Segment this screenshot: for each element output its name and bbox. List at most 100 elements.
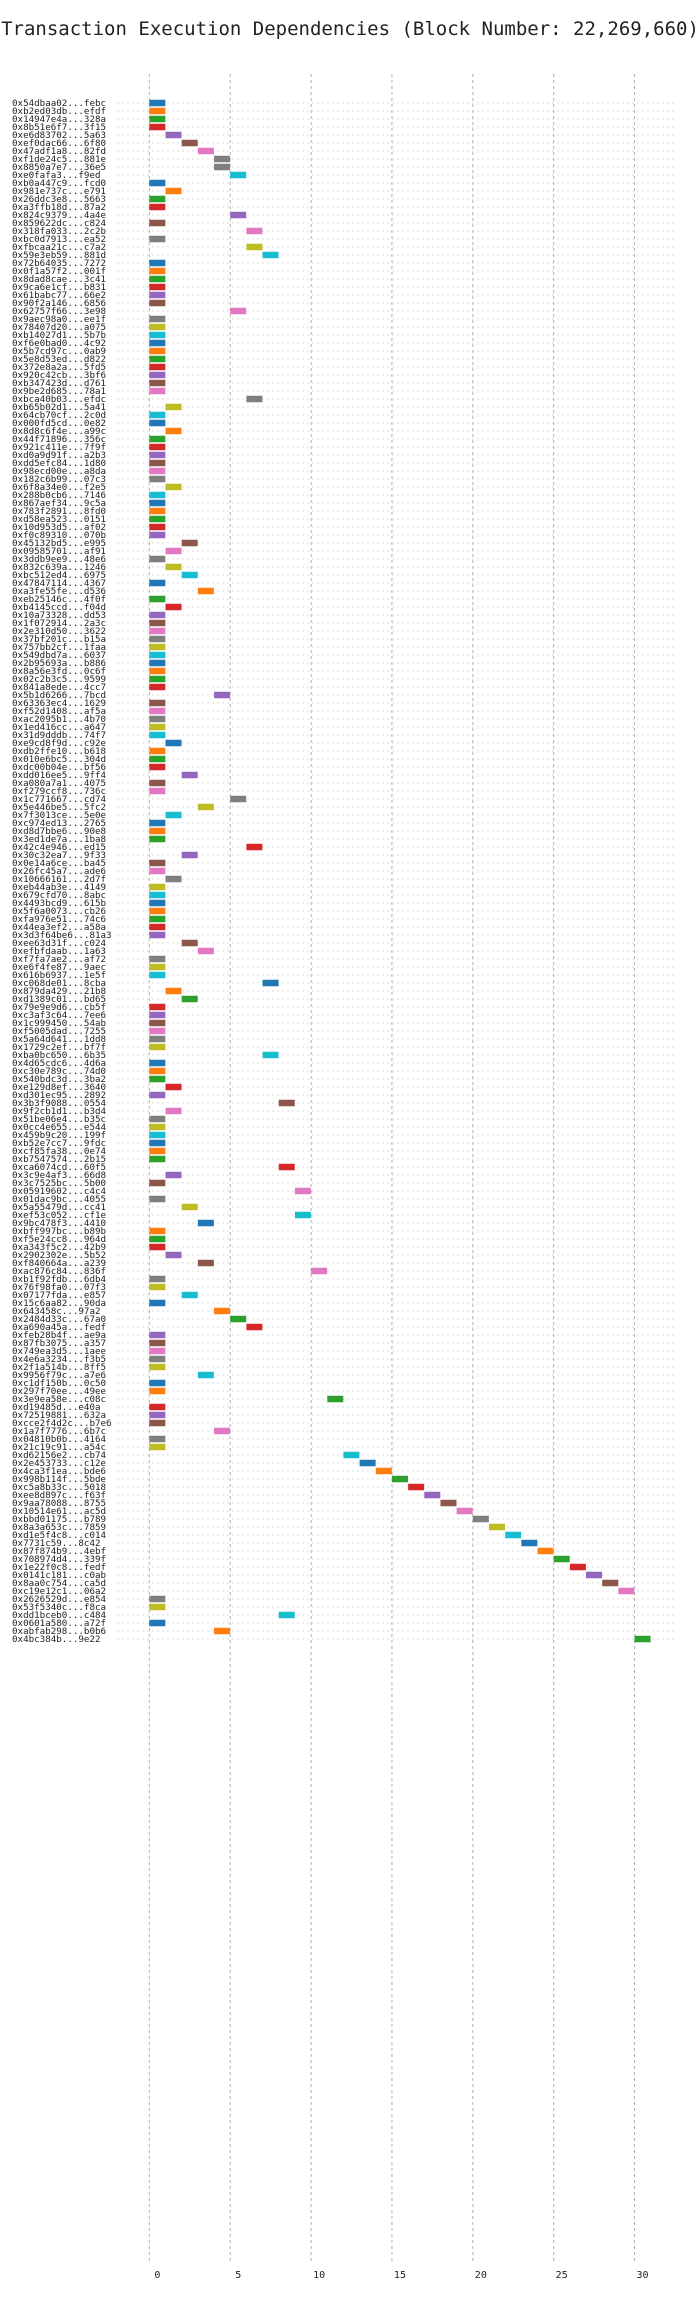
bar (149, 699, 166, 707)
y-tick-label: 0xef53c052...cf1e (12, 1210, 106, 1221)
y-tick-label: 0xeb44ab3e...4149 (12, 882, 106, 893)
bar (165, 1171, 182, 1179)
y-tick-label: 0xdd1bceb0...c484 (12, 1610, 107, 1621)
y-tick-label: 0x8850a7e7...36e5 (12, 162, 106, 173)
y-tick-label: 0x4e6a3234...f3b5 (12, 1354, 106, 1365)
bar (149, 1075, 166, 1083)
y-tick-label: 0xd0a9d91f...a2b3 (12, 450, 106, 461)
y-tick-label: 0xb7547574...2b15 (12, 1154, 106, 1165)
y-tick-label: 0xe6d83702...5a63 (12, 130, 106, 141)
bar (149, 1115, 166, 1123)
bar (149, 467, 166, 475)
bar (165, 483, 182, 491)
bar (149, 491, 166, 499)
y-tick-label: 0xabfab298...b0b6 (12, 1626, 106, 1637)
y-tick-label: 0x643458c...97a2 (12, 1306, 101, 1317)
bar (165, 1083, 182, 1091)
x-tick-label: 10 (313, 2270, 325, 2281)
y-tick-label: 0x9aa78088...8755 (12, 1498, 106, 1509)
bar (181, 851, 198, 859)
bar (149, 299, 166, 307)
y-tick-label: 0x8a3a653c...7859 (12, 1522, 106, 1533)
bar (149, 323, 166, 331)
y-tick-label: 0x010e6bc5...304d (12, 754, 106, 765)
x-tick-label: 25 (556, 2270, 568, 2281)
y-tick-label: 0x9be2d685...78a1 (12, 386, 106, 397)
y-tick-label: 0xdb2ffe10...b618 (12, 746, 106, 757)
y-tick-label: 0xee63d31f...c024 (12, 938, 107, 949)
y-tick-label: 0x3d3f64be6...81a3 (12, 930, 112, 941)
bar (149, 443, 166, 451)
y-tick-label: 0x76f98fa0...07f3 (12, 1282, 106, 1293)
y-tick-label: 0xcf85fa38...0e74 (12, 1146, 107, 1157)
bar (327, 1395, 344, 1403)
y-tick-label: 0x01dac9bc...4055 (12, 1194, 106, 1205)
bar (149, 1355, 166, 1363)
bar (149, 123, 166, 131)
bar (149, 99, 166, 107)
y-tick-label: 0xb347423d...d761 (12, 378, 106, 389)
bar (149, 635, 166, 643)
y-tick-label: 0xd19485d...e40a (12, 1402, 101, 1413)
bar (149, 179, 166, 187)
bar (197, 947, 214, 955)
y-tick-label: 0x0f1a57f2...001f (12, 266, 106, 277)
y-tick-label: 0x10a73328...dd53 (12, 610, 106, 621)
bar (165, 739, 182, 747)
bar (149, 579, 166, 587)
bar (149, 291, 166, 299)
y-tick-label: 0x51be06e4...b35c (12, 1114, 106, 1125)
bar (181, 139, 198, 147)
bar (181, 939, 198, 947)
bar (149, 667, 166, 675)
y-tick-label: 0x1c771667...cd74 (12, 794, 107, 805)
y-tick-label: 0xe129d8ef...3640 (12, 1082, 106, 1093)
y-tick-label: 0xb65b02d1...5a41 (12, 402, 106, 413)
bar (149, 1603, 166, 1611)
bar (149, 1595, 166, 1603)
bar (149, 675, 166, 683)
bar (149, 451, 166, 459)
bar (149, 1027, 166, 1035)
y-tick-label: 0x21c19c91...a54c (12, 1442, 106, 1453)
y-tick-label: 0x72b64035...7272 (12, 258, 106, 269)
bar (521, 1539, 538, 1547)
y-tick-label: 0x841a8ede...4cc7 (12, 682, 106, 693)
bar (246, 1323, 263, 1331)
y-tick-label: 0xa3ffb18d...87a2 (12, 202, 106, 213)
y-tick-label: 0x07177fda...e857 (12, 1290, 106, 1301)
bar (149, 931, 166, 939)
y-tick-label: 0x30c32ea7...9f33 (12, 850, 106, 861)
y-tick-label: 0x3b3f9088...0554 (12, 1098, 107, 1109)
bar (149, 619, 166, 627)
y-tick-label: 0x98ecd00e...a8da (12, 466, 106, 477)
bar (149, 419, 166, 427)
y-tick-label: 0xa690a45a...fedf (12, 1322, 106, 1333)
bar (165, 563, 182, 571)
y-tick-label: 0x6f8a34e0...f2e5 (12, 482, 106, 493)
y-tick-label: 0x26ddc3e8...5663 (12, 194, 106, 205)
y-tick-label: 0xf7fa7ae2...af72 (12, 954, 106, 965)
y-tick-label: 0x616b6937...1e5f (12, 970, 106, 981)
bar (246, 243, 263, 251)
bar (165, 403, 182, 411)
bar (149, 267, 166, 275)
y-tick-label: 0x1e22f0c8...fedf (12, 1562, 106, 1573)
bar (214, 691, 231, 699)
bar (149, 907, 166, 915)
bar (278, 1163, 295, 1171)
y-tick-label: 0xb4145ccd...f04d (12, 602, 106, 613)
y-tick-label: 0x9aec98a0...ee1f (12, 314, 106, 325)
y-tick-label: 0x2484d33c...67a0 (12, 1314, 106, 1325)
y-tick-label: 0x10d953d5...af02 (12, 522, 106, 533)
bar (149, 1035, 166, 1043)
y-tick-label: 0xdd016ee5...9ff4 (12, 770, 107, 781)
bar (149, 1283, 166, 1291)
bar (149, 459, 166, 467)
y-tick-label: 0xc068de01...8cba (12, 978, 106, 989)
y-tick-label: 0x5e8d53ed...d822 (12, 354, 106, 365)
bar (489, 1523, 505, 1531)
y-tick-label: 0x459b9c20...199f (12, 1130, 106, 1141)
y-tick-label: 0x78407d20...a075 (12, 322, 106, 333)
bar (149, 787, 166, 795)
